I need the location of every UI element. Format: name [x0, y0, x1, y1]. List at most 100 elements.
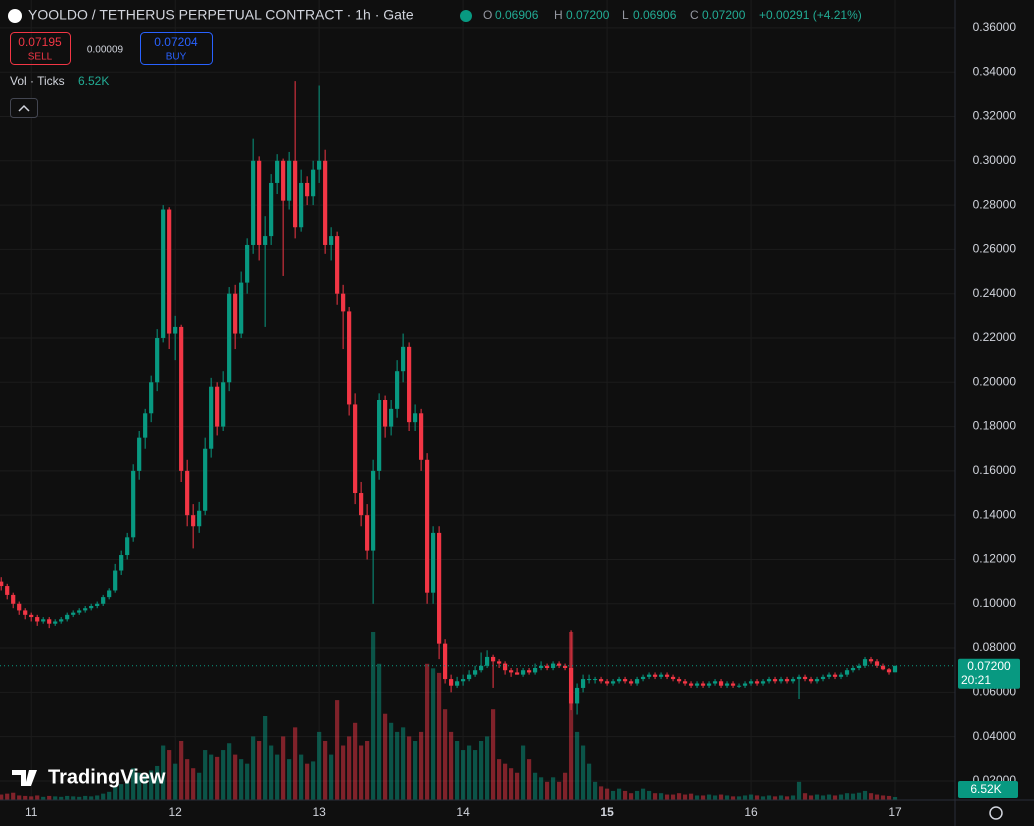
candle-body: [89, 605, 94, 609]
x-tick-label: 17: [888, 805, 902, 819]
volume-bar: [53, 796, 58, 800]
candle-body: [0, 581, 4, 587]
volume-bar: [119, 784, 124, 800]
candle-body: [455, 681, 460, 686]
candle-body: [311, 169, 316, 197]
y-tick-label: 0.28000: [973, 197, 1017, 211]
volume-bar: [868, 793, 874, 800]
candle-body: [730, 683, 736, 686]
candle-body: [670, 676, 676, 680]
volume-bar: [365, 740, 370, 800]
volume-bar: [317, 731, 322, 800]
volume-bar: [413, 740, 418, 800]
candle-body: [574, 687, 580, 704]
volume-bar: [131, 768, 136, 800]
candle-body: [490, 656, 496, 662]
candle-body: [335, 236, 340, 294]
buy-button[interactable]: [140, 32, 213, 65]
candle-body: [754, 681, 760, 684]
volume-bar: [455, 740, 460, 800]
volume-bar: [808, 795, 814, 800]
candle-body: [508, 670, 514, 673]
volume-bar: [419, 731, 424, 800]
sell-label: SELL: [28, 52, 53, 63]
candle-body: [179, 326, 184, 471]
volume-bar: [395, 731, 400, 800]
candle-body: [616, 679, 622, 682]
candle-body: [652, 674, 658, 677]
volume-bar: [550, 777, 556, 800]
volume-bar: [610, 790, 616, 800]
candle-body: [688, 683, 694, 686]
candle-body: [664, 674, 670, 677]
candle-body: [23, 610, 28, 615]
candle-body: [347, 311, 352, 405]
candle-body: [766, 679, 772, 682]
candle-body: [275, 160, 280, 183]
candle-body: [820, 676, 826, 680]
legend-label: L: [622, 8, 629, 22]
candle-body: [155, 337, 160, 383]
volume-bar: [676, 793, 682, 800]
volume-bar: [305, 763, 310, 800]
candle-body: [35, 617, 40, 622]
candle-body: [556, 663, 562, 666]
volume-bar: [311, 761, 316, 800]
volume-bar: [670, 794, 676, 800]
candle-body: [622, 679, 628, 682]
volume-bar: [251, 736, 256, 800]
candle-body: [646, 674, 652, 677]
candle-body: [143, 413, 148, 438]
candle-body: [880, 665, 886, 670]
candle-body: [826, 674, 832, 677]
volume-bar: [892, 797, 898, 800]
volume-bar: [5, 793, 10, 800]
candle-body: [640, 676, 646, 680]
volume-bar: [47, 795, 52, 800]
volume-bar: [59, 796, 64, 800]
candle-body: [125, 537, 130, 556]
candle-body: [449, 679, 454, 686]
candle-body: [550, 663, 556, 668]
candle-body: [604, 681, 610, 684]
volume-bar: [143, 775, 148, 800]
candle-body: [251, 160, 256, 245]
collapse-button[interactable]: [10, 98, 38, 118]
volume-bar: [886, 795, 892, 800]
volume-bar: [461, 750, 466, 800]
volume-bar: [125, 781, 130, 800]
sell-button[interactable]: [10, 32, 71, 65]
candle-body: [77, 610, 82, 613]
volume-bar: [844, 793, 850, 800]
candle-body: [71, 612, 76, 615]
candle-body: [814, 679, 820, 682]
candle-body: [299, 182, 304, 228]
y-tick-label: 0.26000: [973, 242, 1017, 256]
candle-body: [628, 681, 634, 684]
volume-bar: [71, 796, 76, 800]
candle-body: [233, 293, 238, 334]
y-tick-label: 0.16000: [973, 463, 1017, 477]
candle-body: [131, 470, 136, 538]
volume-bar: [706, 794, 712, 800]
candle-body: [700, 683, 706, 686]
volume-bar: [484, 736, 490, 800]
volume-bar: [161, 745, 166, 800]
candle-body: [203, 448, 208, 511]
volume-bar: [401, 727, 406, 800]
candle-body: [808, 679, 814, 682]
volume-bar: [299, 754, 304, 800]
y-tick-label: 0.20000: [973, 374, 1017, 388]
candle-body: [592, 679, 598, 681]
candle-body: [317, 160, 322, 170]
candle-body: [580, 679, 586, 688]
chart-title: YOOLDO / TETHERUS PERPETUAL CONTRACT · 1…: [28, 7, 414, 23]
spread: 0.00009: [87, 45, 124, 56]
volume-bar: [269, 745, 274, 800]
settings-icon[interactable]: [989, 806, 1003, 820]
volume-bar: [604, 788, 610, 800]
candle-body: [868, 659, 874, 662]
y-tick-label: 0.04000: [973, 729, 1017, 743]
candle-body: [293, 160, 298, 228]
y-tick-label: 0.12000: [973, 552, 1017, 566]
